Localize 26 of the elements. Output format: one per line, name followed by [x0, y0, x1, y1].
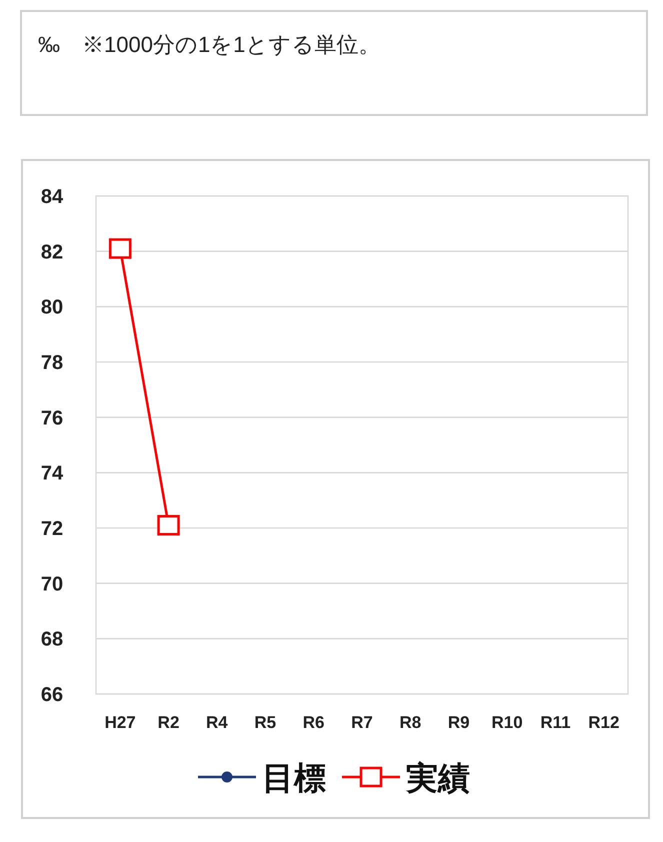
legend-label: 目標	[262, 760, 326, 796]
x-tick-label: R4	[206, 713, 228, 732]
y-tick-label: 76	[40, 407, 64, 430]
y-tick-label: 66	[40, 684, 64, 706]
y-tick-label: 80	[40, 296, 64, 319]
x-tick-label: R6	[302, 713, 325, 732]
x-tick-label: R7	[351, 713, 373, 732]
x-tick-label: R9	[448, 713, 470, 732]
legend-label: 実績	[405, 760, 470, 796]
x-tick-label: R5	[254, 713, 276, 732]
text: ‰ ※1000分の1を1とする単位。	[20, 10, 648, 116]
x-tick-label: R11	[540, 713, 571, 732]
legend-実績: 実績	[342, 760, 470, 796]
y-tick-label: 68	[40, 628, 64, 651]
legend-目標: 目標	[198, 760, 326, 796]
y-tick-label: 78	[40, 352, 64, 374]
x-tick-label: R10	[491, 713, 523, 732]
y-tick-label: 84	[40, 186, 64, 208]
y-tick-label: 74	[40, 462, 64, 485]
y-tick-label: 82	[40, 241, 64, 264]
y-tick-label: 72	[40, 518, 64, 540]
x-tick-label: H27	[104, 713, 136, 732]
y-tick-label: 70	[40, 573, 64, 596]
x-tick-label: R2	[158, 713, 180, 732]
x-tick-label: R8	[399, 713, 422, 732]
x-tick-label: R12	[588, 713, 620, 732]
